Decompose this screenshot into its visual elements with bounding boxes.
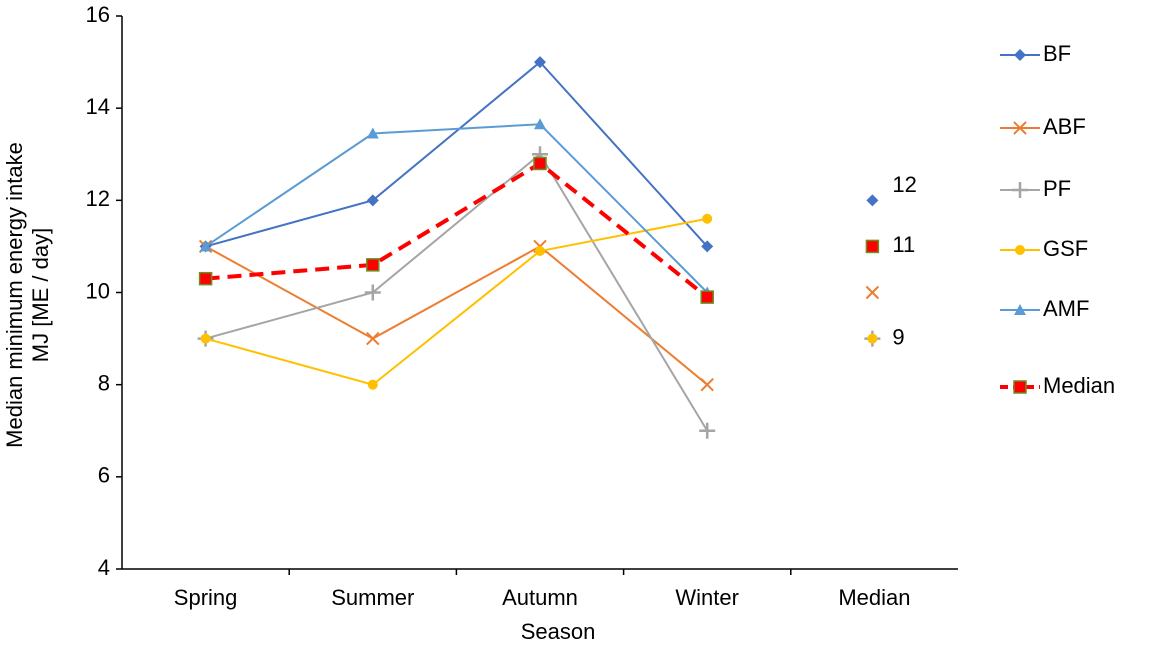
series-line	[205, 152, 709, 432]
data-label: 9	[892, 324, 904, 349]
marker	[700, 290, 714, 304]
legend-item: GSF	[1000, 236, 1088, 261]
marker	[1013, 121, 1027, 135]
y-tick-label: 10	[86, 278, 110, 303]
y-tick-label: 12	[86, 186, 110, 211]
marker	[534, 56, 546, 69]
marker	[366, 331, 380, 346]
legend-item: BF	[1000, 41, 1071, 66]
legend-label: AMF	[1043, 296, 1089, 321]
marker	[199, 240, 212, 252]
marker	[702, 213, 713, 224]
marker	[198, 271, 213, 286]
x-tick-label: Autumn	[502, 585, 578, 610]
legend-item: PF	[1000, 176, 1071, 201]
marker	[1015, 245, 1025, 255]
y-tick-label: 16	[86, 2, 110, 27]
data-label: 11	[892, 232, 915, 257]
legend-label: PF	[1043, 176, 1071, 201]
marker	[867, 333, 878, 344]
y-tick-label: 8	[98, 370, 110, 395]
legend-item: ABF	[1000, 114, 1086, 139]
marker	[533, 156, 547, 171]
y-tick-label: 14	[86, 94, 110, 119]
marker	[699, 422, 716, 439]
data-label: 12	[892, 172, 916, 197]
marker	[366, 127, 379, 139]
marker	[200, 333, 211, 344]
x-tick-label: Winter	[675, 585, 739, 610]
x-tick-label: Median	[838, 585, 910, 610]
legend-label: GSF	[1043, 236, 1088, 261]
marker	[367, 379, 378, 390]
legend-item: Median	[1000, 373, 1115, 398]
series-line	[205, 161, 709, 299]
marker	[364, 284, 381, 301]
x-tick-label: Spring	[174, 585, 238, 610]
y-axis-label: MJ [ME / day]	[28, 228, 53, 362]
marker	[1014, 304, 1026, 315]
series-line	[205, 245, 708, 386]
marker	[535, 246, 545, 257]
marker	[865, 239, 880, 254]
legend-label: BF	[1043, 41, 1071, 66]
legend-label: Median	[1043, 373, 1115, 398]
series-line	[205, 60, 708, 248]
marker	[865, 285, 880, 300]
x-tick-label: Summer	[331, 585, 414, 610]
legend-item: AMF	[1000, 296, 1089, 321]
y-tick-label: 6	[98, 463, 110, 488]
marker	[1013, 380, 1027, 394]
x-axis-label: Season	[521, 619, 596, 644]
marker	[534, 118, 546, 130]
marker	[366, 258, 380, 272]
marker	[701, 240, 714, 253]
marker	[866, 194, 879, 207]
marker	[1012, 182, 1028, 198]
marker	[1014, 49, 1026, 61]
y-axis-label: Median minimum energy intake	[2, 142, 27, 448]
marker	[700, 377, 714, 392]
y-tick-label: 4	[98, 555, 110, 580]
series-line	[205, 217, 708, 386]
legend-label: ABF	[1043, 114, 1086, 139]
marker	[366, 194, 379, 207]
series-line	[205, 123, 708, 294]
